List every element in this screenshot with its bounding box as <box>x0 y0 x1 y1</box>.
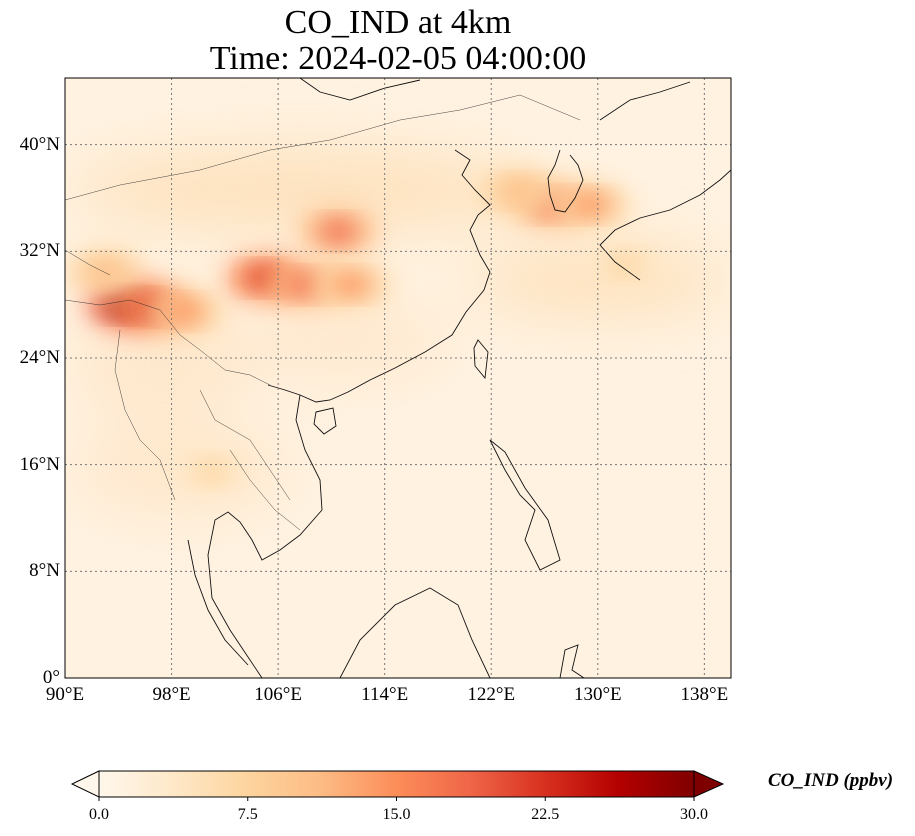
longitude-tick-label: 122°E <box>467 684 516 705</box>
china-coastline <box>267 149 491 403</box>
malay-coastline <box>187 539 249 666</box>
longitude-tick-label: 90°E <box>45 684 85 705</box>
plume-core <box>166 300 203 323</box>
colorbar-tick-label: 30.0 <box>680 806 708 823</box>
hainan-coastline <box>313 407 337 435</box>
indochina-coastline <box>207 394 323 678</box>
latitude-tick-label: 40°N <box>19 133 60 155</box>
latitude-tick-label: 8°N <box>29 560 60 582</box>
colorbar-tick-label: 7.5 <box>237 806 258 823</box>
map-title: CO_IND at 4km <box>284 4 512 41</box>
gridlines <box>65 78 731 678</box>
longitude-tick-label: 130°E <box>573 684 622 705</box>
sulawesi-coastline <box>559 644 585 678</box>
longitude-tick-label: 138°E <box>680 684 729 705</box>
plume-core <box>193 460 230 483</box>
map-time-subtitle: Time: 2024-02-05 04:00:00 <box>209 40 587 77</box>
philippines-coastline <box>489 439 561 571</box>
plume-core <box>606 253 643 276</box>
colorbar-tick-label: 0.0 <box>89 806 109 823</box>
taiwan-coastline <box>473 339 489 380</box>
longitude-tick-label: 98°E <box>152 684 191 705</box>
map-frame <box>64 77 732 679</box>
plume-core <box>333 273 370 296</box>
colorbar-min-extension <box>70 770 100 798</box>
latitude-tick-label: 32°N <box>19 240 60 262</box>
colorbar-tick-label: 15.0 <box>382 806 411 823</box>
coastlines <box>187 78 731 678</box>
longitude-tick-label: 106°E <box>254 684 302 705</box>
plume-core <box>320 220 357 243</box>
latitude-tick-label: 0° <box>42 667 60 688</box>
colorbar-max-extension <box>693 770 725 798</box>
latitude-tick-label: 24°N <box>19 347 60 368</box>
colorbar-ticks <box>98 797 695 801</box>
borders <box>65 94 581 531</box>
colorbar-tick-label: 22.5 <box>531 806 560 823</box>
borneo-coastline <box>339 587 491 678</box>
colorbar-variable-label: CO_IND (ppbv) <box>768 770 894 791</box>
plume-core <box>86 260 123 283</box>
colorbar-gradient <box>98 770 695 798</box>
latitude-tick-label: 16°N <box>19 453 60 475</box>
plume-core <box>499 180 536 203</box>
map-panel <box>65 78 731 678</box>
korea-coastline <box>547 149 584 213</box>
plume-core <box>573 193 610 216</box>
manchuria-coast <box>599 81 691 121</box>
longitude-tick-label: 114°E <box>361 684 409 705</box>
co-concentration-layer <box>65 167 665 496</box>
north-coast <box>299 78 421 101</box>
japan-coastline <box>599 169 731 281</box>
